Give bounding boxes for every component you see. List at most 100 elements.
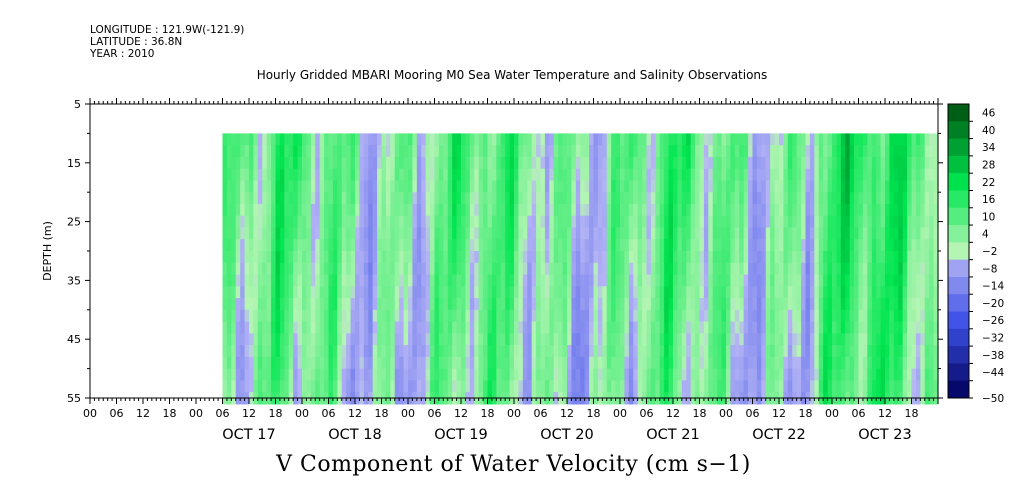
heatmap-cell (461, 345, 467, 358)
heatmap-cell (628, 203, 634, 217)
heatmap-cell (655, 298, 661, 311)
heatmap-cell (275, 262, 281, 276)
heatmap-cell (796, 333, 802, 346)
heatmap-cell (235, 298, 241, 311)
heatmap-cell (845, 333, 851, 346)
heatmap-cell (279, 239, 285, 252)
heatmap-cell (589, 180, 595, 193)
heatmap-cell (235, 192, 241, 205)
heatmap-cell (315, 156, 321, 170)
heatmap-cell (796, 203, 802, 217)
heatmap-cell (929, 321, 935, 334)
heatmap-cell (509, 274, 515, 287)
heatmap-cell (408, 145, 414, 158)
heatmap-cell (597, 345, 603, 358)
heatmap-cell (743, 298, 749, 311)
x-day-label: OCT 20 (540, 427, 593, 443)
heatmap-cell (293, 168, 299, 182)
heatmap-cell (673, 239, 679, 252)
heatmap-cell (739, 168, 745, 182)
heatmap-cell (792, 239, 798, 252)
heatmap-cell (787, 380, 793, 393)
heatmap-cell (355, 133, 361, 146)
heatmap-cell (390, 262, 396, 276)
heatmap-cell (518, 192, 524, 205)
heatmap-cell (337, 321, 343, 334)
heatmap-cell (801, 333, 807, 346)
heatmap-cell (350, 262, 356, 276)
heatmap-cell (262, 333, 268, 346)
heatmap-cell (500, 345, 506, 358)
heatmap-cell (553, 345, 559, 358)
heatmap-cell (416, 215, 422, 229)
heatmap-cell (514, 203, 520, 217)
heatmap-cell (880, 333, 886, 346)
heatmap-cell (902, 180, 908, 193)
colorbar-label: −50 (982, 393, 1004, 405)
heatmap-cell (368, 239, 374, 252)
heatmap-cell (862, 262, 868, 276)
heatmap-cell (902, 133, 908, 146)
heatmap-cell (240, 309, 246, 323)
heatmap-cell (474, 192, 480, 205)
heatmap-cell (858, 274, 864, 287)
x-hour-label: 18 (799, 407, 813, 420)
heatmap-cell (456, 309, 462, 323)
heatmap-cell (606, 180, 612, 193)
y-tick-label: 5 (74, 98, 81, 111)
heatmap-cell (730, 203, 736, 217)
heatmap-cell (620, 274, 626, 287)
heatmap-cell (306, 251, 312, 264)
heatmap-cell (416, 298, 422, 311)
heatmap-cell (787, 309, 793, 323)
heatmap-cell (827, 368, 833, 381)
heatmap-cell (302, 239, 308, 252)
heatmap-cell (620, 286, 626, 299)
heatmap-cell (328, 380, 334, 393)
heatmap-cell (350, 156, 356, 170)
heatmap-cell (602, 356, 608, 370)
heatmap-cell (500, 227, 506, 240)
heatmap-cell (628, 286, 634, 299)
heatmap-cell (867, 309, 873, 323)
heatmap-cell (399, 286, 405, 299)
heatmap-cell (403, 145, 409, 158)
heatmap-cell (589, 380, 595, 393)
heatmap-cell (690, 368, 696, 381)
heatmap-cell (553, 156, 559, 170)
heatmap-cell (858, 156, 864, 170)
heatmap-cell (730, 274, 736, 287)
heatmap-cell (712, 145, 718, 158)
heatmap-cell (310, 333, 316, 346)
heatmap-cell (686, 133, 692, 146)
heatmap-cell (787, 133, 793, 146)
heatmap-cell (461, 321, 467, 334)
heatmap-cell (620, 345, 626, 358)
heatmap-cell (637, 168, 643, 182)
heatmap-cell (416, 251, 422, 264)
heatmap-cell (686, 333, 692, 346)
heatmap-cell (915, 192, 921, 205)
heatmap-cell (712, 321, 718, 334)
heatmap-cell (271, 309, 277, 323)
heatmap-cell (880, 298, 886, 311)
heatmap-cell (372, 192, 378, 205)
heatmap-cell (288, 321, 294, 334)
heatmap-cell (549, 356, 555, 370)
colorbar-swatch (948, 138, 969, 157)
heatmap-cell (774, 133, 780, 146)
heatmap-cell (483, 309, 489, 323)
heatmap-cell (620, 192, 626, 205)
heatmap-cell (487, 262, 493, 276)
heatmap-cell (655, 192, 661, 205)
heatmap-cell (589, 251, 595, 264)
heatmap-cell (452, 227, 458, 240)
heatmap-cell (818, 227, 824, 240)
heatmap-cell (726, 321, 732, 334)
heatmap-cell (553, 274, 559, 287)
heatmap-cell (642, 215, 648, 229)
heatmap-cell (461, 156, 467, 170)
heatmap-cell (880, 286, 886, 299)
heatmap-cell (483, 145, 489, 158)
heatmap-cell (509, 286, 515, 299)
